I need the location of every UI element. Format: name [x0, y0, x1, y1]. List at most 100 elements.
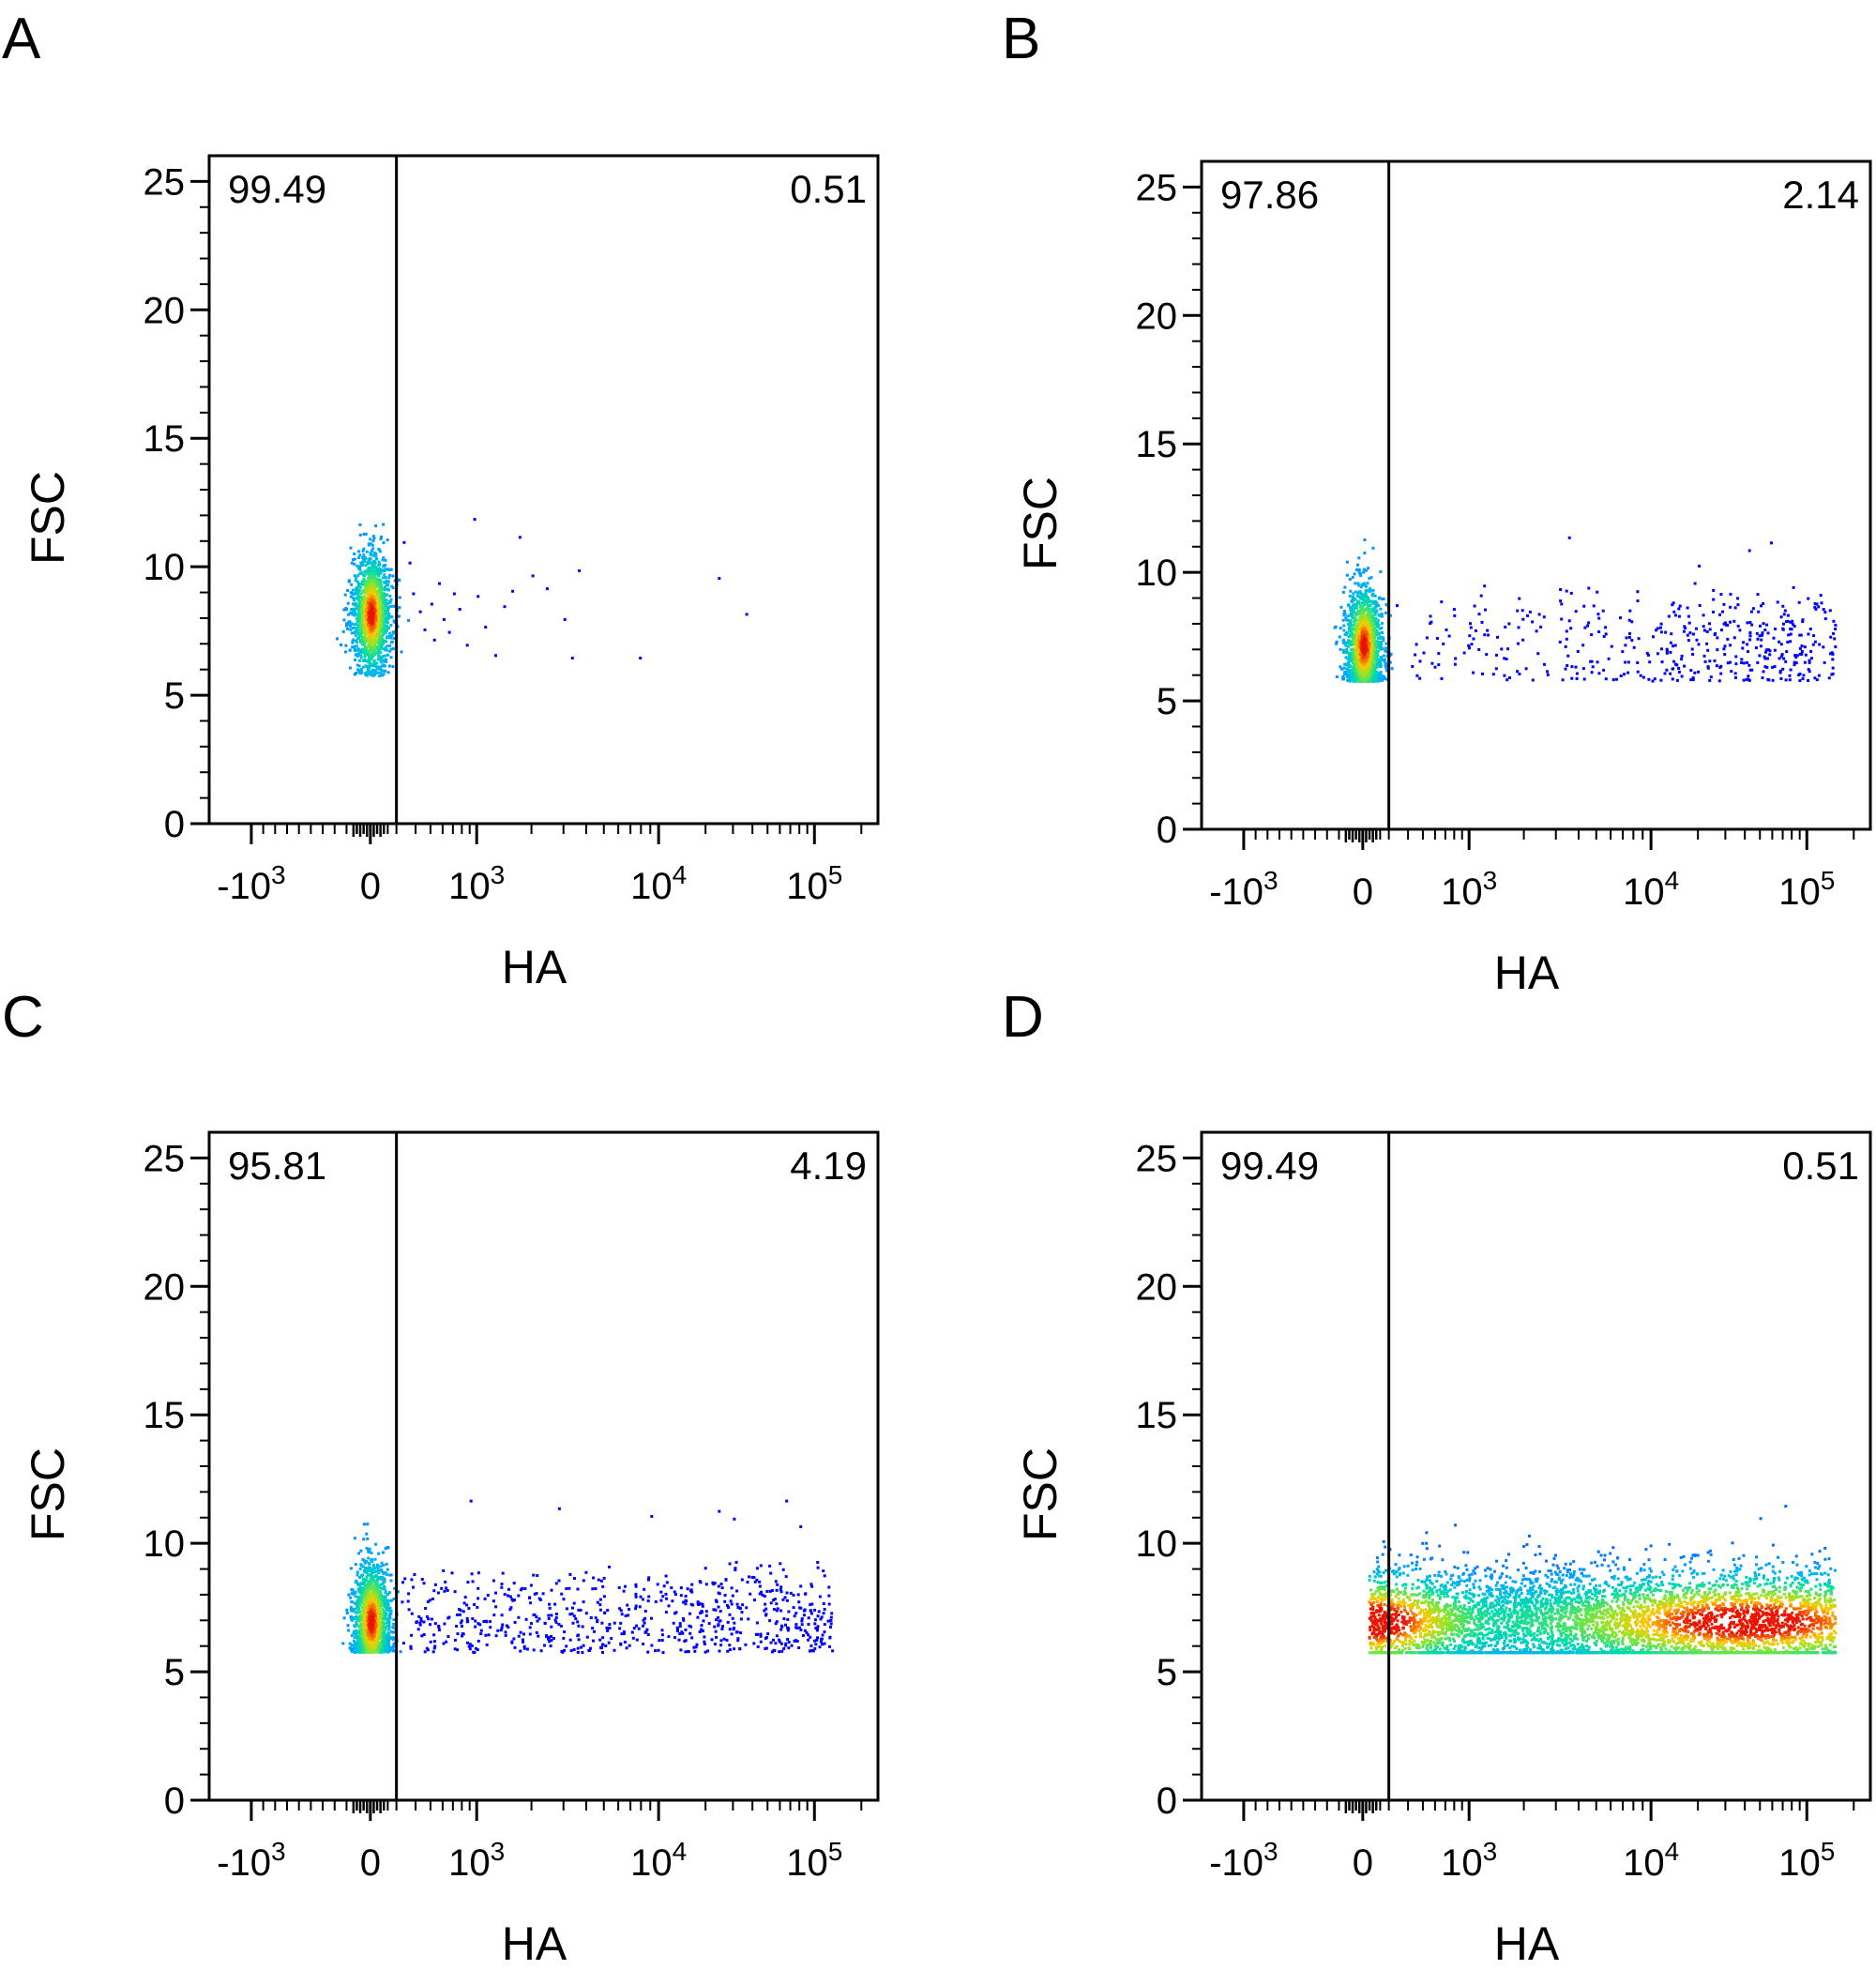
event-dot	[1682, 629, 1686, 633]
event-dot	[1445, 628, 1448, 631]
event-dot	[370, 549, 373, 553]
event-dot	[1372, 675, 1376, 679]
event-dot	[1677, 667, 1681, 670]
event-dot	[352, 623, 356, 627]
event-dot	[363, 1595, 367, 1599]
event-dot	[1708, 659, 1712, 663]
event-dot	[1462, 651, 1466, 655]
event-dot	[1793, 654, 1797, 657]
event-dot	[363, 649, 367, 653]
event-dot	[1366, 582, 1369, 585]
event-dot	[1817, 605, 1821, 609]
event-dot	[384, 631, 387, 635]
event-dot	[382, 592, 386, 596]
event-dot	[352, 611, 356, 614]
event-dot	[1381, 630, 1384, 634]
event-dot	[365, 1547, 369, 1550]
event-dot	[1371, 641, 1375, 644]
event-dot	[389, 636, 393, 640]
event-dot	[1565, 629, 1568, 633]
event-dot	[370, 671, 373, 674]
event-dot	[1664, 630, 1668, 634]
event-dot	[1367, 567, 1370, 570]
event-dot	[369, 640, 371, 644]
event-dot	[1784, 678, 1788, 682]
event-dot	[378, 625, 382, 629]
event-dot	[371, 605, 373, 609]
event-dot	[383, 1599, 386, 1603]
event-dot	[377, 580, 381, 583]
event-dot	[355, 1644, 358, 1646]
event-dot	[1665, 668, 1669, 672]
event-dot	[1370, 609, 1374, 613]
event-dot	[388, 631, 391, 635]
event-dot	[384, 558, 387, 562]
event-dot	[1693, 671, 1697, 674]
event-dot	[1370, 646, 1374, 650]
event-dot	[578, 568, 582, 572]
event-dot	[1659, 678, 1663, 682]
event-dot	[1760, 638, 1763, 642]
event-dot	[389, 1579, 393, 1583]
event-dot	[390, 1630, 393, 1633]
event-dot	[1345, 662, 1349, 666]
event-dot	[372, 601, 376, 605]
event-dot	[362, 1602, 366, 1606]
event-dot	[1440, 677, 1444, 680]
event-dot	[372, 635, 376, 639]
event-dot	[346, 627, 350, 630]
event-dot	[360, 571, 364, 575]
event-dot	[361, 1592, 365, 1596]
event-dot	[384, 664, 386, 668]
event-dot	[370, 599, 373, 602]
event-dot	[1379, 659, 1383, 662]
event-dot	[398, 606, 401, 610]
event-dot	[1418, 676, 1422, 680]
event-dot	[1683, 664, 1687, 668]
event-dot	[371, 636, 374, 639]
event-dot	[359, 561, 363, 565]
event-dot	[380, 645, 384, 649]
event-dot	[1352, 654, 1355, 658]
event-dot	[356, 637, 359, 641]
event-dot	[362, 599, 366, 602]
event-dot	[1672, 610, 1676, 614]
event-dot	[1367, 607, 1370, 610]
event-dot	[364, 647, 367, 651]
event-dot	[1761, 633, 1763, 637]
event-dot	[365, 550, 369, 553]
event-dot	[361, 615, 365, 619]
event-dot	[745, 613, 749, 616]
event-dot	[1358, 653, 1362, 656]
event-dot	[353, 648, 356, 652]
event-dot	[376, 595, 380, 599]
event-dot	[385, 648, 388, 652]
event-dot	[1358, 676, 1361, 680]
event-dot	[1748, 668, 1752, 672]
event-dot	[370, 542, 373, 546]
event-dot	[388, 1616, 392, 1620]
event-dot	[1345, 560, 1349, 564]
event-dot	[371, 648, 374, 652]
event-dot	[351, 641, 355, 644]
event-dot	[361, 601, 365, 605]
event-dot	[1722, 647, 1726, 651]
event-dot	[373, 1619, 377, 1623]
event-dot	[1570, 676, 1574, 680]
event-dot	[1361, 614, 1365, 617]
event-dot	[1834, 628, 1838, 630]
event-dot	[371, 668, 374, 672]
event-dot	[373, 578, 377, 582]
event-dot	[383, 1570, 386, 1574]
event-dot	[1335, 642, 1339, 645]
x-axis-title: HA	[1494, 947, 1560, 999]
x-tick-label: -103	[217, 860, 285, 907]
event-dot	[1778, 640, 1781, 644]
panel-letter: B	[1002, 7, 1040, 71]
event-dot	[373, 1625, 377, 1629]
event-dot	[377, 564, 381, 568]
event-dot	[1362, 608, 1366, 612]
event-dot	[1807, 632, 1810, 636]
event-dot	[1363, 616, 1367, 620]
quadrant-right-percent: 0.51	[790, 167, 867, 211]
